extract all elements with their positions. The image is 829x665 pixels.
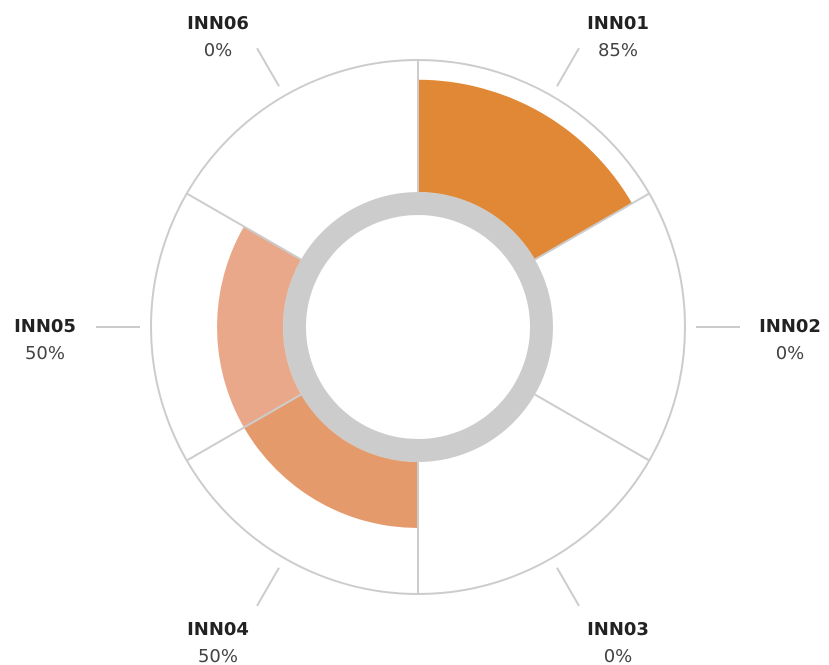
bar-sector bbox=[217, 226, 302, 428]
value-label: 0% bbox=[204, 40, 233, 61]
category-label: INN02 bbox=[759, 316, 821, 337]
label-tick bbox=[556, 567, 580, 607]
label-tick bbox=[556, 47, 580, 87]
category-label: INN04 bbox=[187, 619, 249, 640]
value-label: 50% bbox=[198, 646, 238, 665]
category-label: INN05 bbox=[14, 316, 76, 337]
category-label: INN06 bbox=[187, 13, 249, 34]
value-label: 0% bbox=[604, 646, 633, 665]
bar-sector bbox=[243, 394, 418, 528]
inner-ring bbox=[283, 192, 553, 462]
value-label: 0% bbox=[776, 343, 805, 364]
category-label: INN01 bbox=[587, 13, 649, 34]
bar-sector bbox=[418, 79, 633, 260]
value-label: 50% bbox=[25, 343, 65, 364]
divider bbox=[186, 192, 302, 261]
label-tick bbox=[256, 567, 280, 607]
divider bbox=[534, 192, 650, 261]
label-tick bbox=[256, 47, 280, 87]
value-label: 85% bbox=[598, 40, 638, 61]
category-label: INN03 bbox=[587, 619, 649, 640]
divider bbox=[534, 393, 650, 462]
divider bbox=[186, 393, 302, 462]
